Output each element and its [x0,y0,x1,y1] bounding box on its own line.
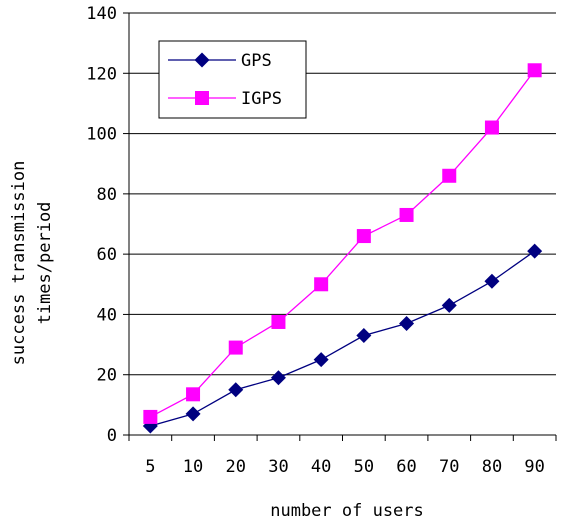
y-tick-label-40: 40 [97,305,117,325]
series-line-igps [150,69,536,418]
x-tick-label-90: 90 [524,457,544,477]
legend-marker-gps-diamond [194,52,210,68]
legend-box [158,40,307,119]
point-gps-10 [185,406,201,422]
legend-label-igps: IGPS [241,89,282,109]
point-igps-50 [356,229,371,244]
y-axis-title-line-2: times/period [35,202,55,325]
point-gps-30 [270,370,286,386]
y-axis-title-line-1: success transmission [9,161,29,366]
x-tick-label-10: 10 [183,457,203,477]
point-gps-90 [527,243,543,259]
x-tick-label-80: 80 [482,457,502,477]
point-igps-10 [186,387,201,402]
x-tick-label-40: 40 [311,457,331,477]
legend-marker-igps-square [195,91,209,105]
y-tick-label-80: 80 [97,185,117,205]
x-axis-title: number of users [270,501,424,521]
point-igps-20 [228,340,243,355]
x-tick-label-50: 50 [354,457,374,477]
point-igps-5 [143,409,158,424]
point-gps-60 [399,315,415,331]
y-axis-ticks: 0 20 40 60 80 100 120 140 [86,4,129,446]
legend-label-gps: GPS [241,51,272,71]
point-gps-50 [356,328,372,344]
x-tick-label-20: 20 [226,457,246,477]
series-line-gps [150,250,536,427]
point-gps-20 [228,382,244,398]
x-tick-label-60: 60 [396,457,416,477]
y-tick-label-120: 120 [86,64,117,84]
point-gps-40 [313,352,329,368]
y-tick-label-60: 60 [97,245,117,265]
x-axis-ticks: 5 10 20 30 40 50 60 70 80 90 [128,435,557,477]
legend: GPS IGPS [158,40,307,119]
series [142,63,543,434]
x-tick-label-30: 30 [268,457,288,477]
point-igps-40 [314,277,329,292]
x-tick-label-5: 5 [145,457,155,477]
y-tick-label-20: 20 [97,366,117,386]
point-gps-80 [484,273,500,289]
point-igps-80 [484,120,499,135]
point-igps-70 [442,168,457,183]
y-tick-label-100: 100 [86,125,117,145]
y-tick-label-140: 140 [86,4,117,24]
point-gps-70 [441,297,457,313]
y-tick-label-0: 0 [107,426,117,446]
point-igps-90 [527,63,542,78]
x-tick-label-70: 70 [439,457,459,477]
point-igps-60 [399,207,414,222]
point-igps-30 [271,314,286,329]
